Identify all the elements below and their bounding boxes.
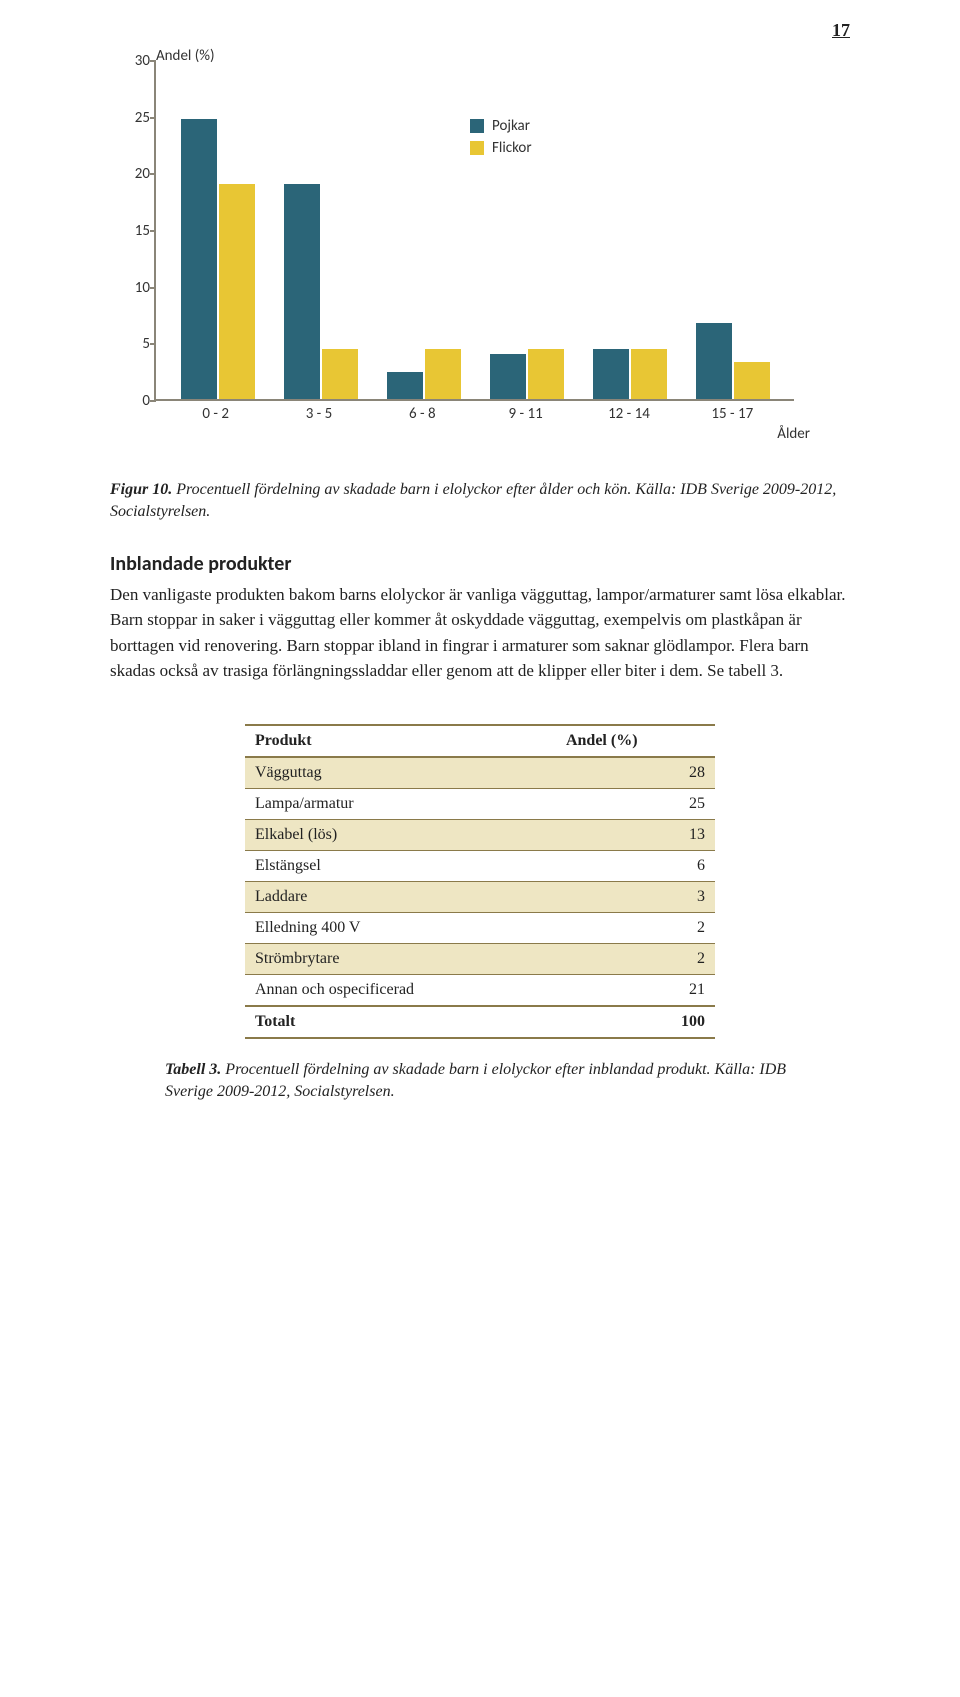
table-cell-label: Elledning 400 V: [245, 912, 556, 943]
table-label: Tabell 3.: [165, 1061, 221, 1078]
y-tick-label: 20: [90, 165, 150, 183]
x-tick-label: 15 - 17: [692, 405, 772, 423]
bar-group: [387, 349, 461, 399]
table-row: Lampa/armatur25: [245, 788, 715, 819]
table-row: Annan och ospecificerad21: [245, 974, 715, 1006]
table-cell-value: 21: [556, 974, 715, 1006]
y-tick-label: 5: [90, 335, 150, 353]
product-table: Produkt Andel (%) Vägguttag28Lampa/armat…: [245, 724, 715, 1039]
bar: [181, 119, 217, 399]
y-tick: [150, 60, 156, 62]
bars-container: [156, 61, 794, 399]
bar: [734, 362, 770, 399]
bar: [387, 372, 423, 399]
chart-legend: Pojkar Flickor: [470, 117, 532, 161]
table-cell-label: Elkabel (lös): [245, 819, 556, 850]
legend-item: Flickor: [470, 139, 532, 157]
table-cell-value: 6: [556, 850, 715, 881]
page-number: 17: [110, 20, 850, 41]
legend-label: Pojkar: [492, 117, 530, 135]
y-tick-label: 0: [90, 392, 150, 410]
legend-label: Flickor: [492, 139, 532, 157]
y-tick-label: 10: [90, 279, 150, 297]
figure-text: Procentuell fördelning av skadade barn i…: [110, 481, 836, 520]
table-col-0: Produkt: [245, 725, 556, 757]
y-tick: [150, 287, 156, 289]
table-body: Vägguttag28Lampa/armatur25Elkabel (lös)1…: [245, 757, 715, 1038]
table-row-total: Totalt100: [245, 1006, 715, 1038]
bar: [322, 349, 358, 399]
table-cell-label: Elstängsel: [245, 850, 556, 881]
table-cell-value: 2: [556, 943, 715, 974]
table-row: Elledning 400 V2: [245, 912, 715, 943]
y-tick-label: 15: [90, 222, 150, 240]
bar-group: [696, 323, 770, 399]
x-axis-title: Ålder: [777, 425, 810, 443]
table-text: Procentuell fördelning av skadade barn i…: [165, 1061, 786, 1100]
table-cell-value: 28: [556, 757, 715, 789]
x-tick-label: 9 - 11: [486, 405, 566, 423]
bar: [425, 349, 461, 399]
y-tick: [150, 117, 156, 119]
x-tick-label: 3 - 5: [279, 405, 359, 423]
y-tick: [150, 400, 156, 402]
table-row: Strömbrytare2: [245, 943, 715, 974]
figure-caption: Figur 10. Procentuell fördelning av skad…: [110, 479, 850, 524]
figure-label: Figur 10.: [110, 481, 172, 498]
bar-group: [593, 349, 667, 399]
table-row: Elkabel (lös)13: [245, 819, 715, 850]
bar-group: [181, 119, 255, 399]
bar-chart: Andel (%) 051015202530 0 - 23 - 56 - 89 …: [110, 49, 830, 449]
bar: [219, 184, 255, 399]
table-cell-value: 3: [556, 881, 715, 912]
table-row: Vägguttag28: [245, 757, 715, 789]
bar: [593, 349, 629, 399]
y-tick: [150, 173, 156, 175]
table-cell-label: Annan och ospecificerad: [245, 974, 556, 1006]
x-tick-label: 12 - 14: [589, 405, 669, 423]
section-heading: Inblandade produkter: [110, 552, 850, 576]
chart-plot-area: 051015202530: [154, 61, 794, 401]
bar: [528, 349, 564, 399]
x-axis-labels: 0 - 2 3 - 5 6 - 8 9 - 11 12 - 14 15 - 17: [154, 405, 794, 423]
y-tick: [150, 343, 156, 345]
y-tick-label: 30: [90, 52, 150, 70]
bar-group: [284, 184, 358, 399]
x-tick-label: 0 - 2: [176, 405, 256, 423]
bar: [284, 184, 320, 399]
bar: [490, 354, 526, 399]
table-row: Laddare3: [245, 881, 715, 912]
table-col-1: Andel (%): [556, 725, 715, 757]
table-caption: Tabell 3. Procentuell fördelning av skad…: [165, 1059, 795, 1104]
bar: [631, 349, 667, 399]
bar: [696, 323, 732, 399]
table-cell-value: 2: [556, 912, 715, 943]
table-cell-label: Laddare: [245, 881, 556, 912]
table-row: Elstängsel6: [245, 850, 715, 881]
bar-group: [490, 349, 564, 399]
y-tick: [150, 230, 156, 232]
x-tick-label: 6 - 8: [382, 405, 462, 423]
legend-swatch: [470, 141, 484, 155]
section-body: Den vanligaste produkten bakom barns elo…: [110, 582, 850, 684]
table-cell-value: 25: [556, 788, 715, 819]
table-total-value: 100: [556, 1006, 715, 1038]
table-cell-label: Vägguttag: [245, 757, 556, 789]
table-cell-label: Lampa/armatur: [245, 788, 556, 819]
y-tick-label: 25: [90, 109, 150, 127]
legend-item: Pojkar: [470, 117, 532, 135]
table-total-label: Totalt: [245, 1006, 556, 1038]
table-cell-label: Strömbrytare: [245, 943, 556, 974]
legend-swatch: [470, 119, 484, 133]
table-cell-value: 13: [556, 819, 715, 850]
